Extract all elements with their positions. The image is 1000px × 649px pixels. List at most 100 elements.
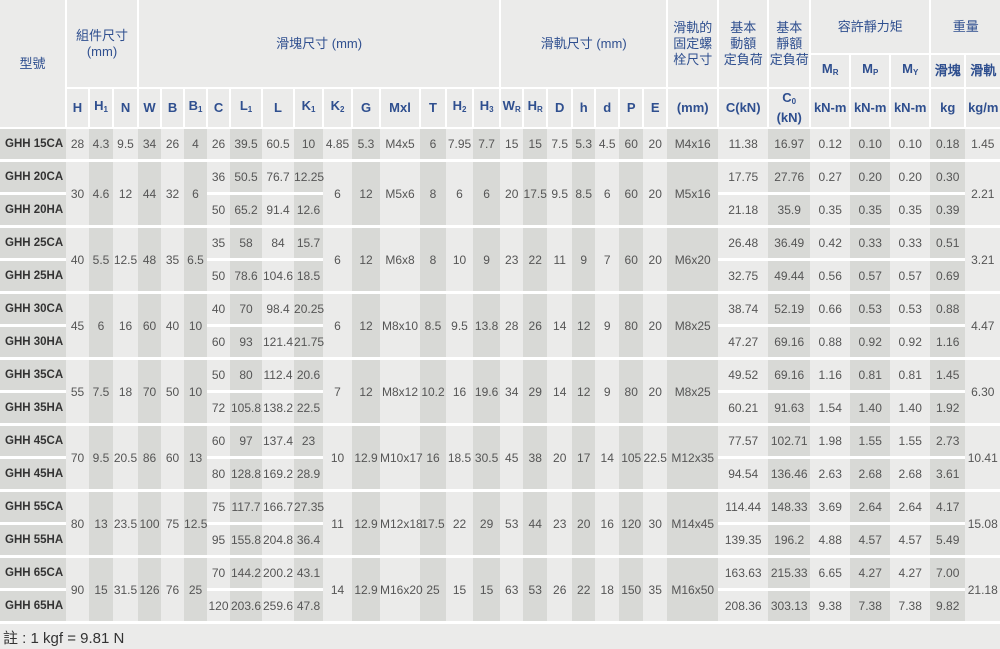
cell-value: 76.7 [262, 160, 295, 195]
cell-value: 20 [643, 226, 668, 294]
column-header: C0 (kN) [768, 88, 812, 129]
cell-value: 0.30 [930, 160, 966, 195]
cell-value: 50.5 [230, 160, 263, 195]
cell-value: 15 [89, 556, 113, 624]
label-text: E [650, 100, 660, 115]
cell-value: 3.21 [965, 226, 1000, 294]
column-header: L [262, 88, 296, 129]
cell-value: 0.81 [890, 358, 931, 393]
cell-value: 20 [572, 490, 596, 558]
label-text: W [502, 98, 515, 113]
cell-value: 10 [184, 292, 208, 360]
label-text: P [626, 100, 636, 115]
cell-value: 9.82 [930, 589, 966, 624]
cell-value: 7.95 [446, 128, 474, 162]
table-row: GHH 55HA 95 155.8 204.8 36.4 139.35 196.2 4.88 4… [0, 523, 1000, 558]
column-header: (mm) [667, 88, 720, 129]
cell-value: 7.5 [547, 128, 573, 162]
cell-value: 4.57 [890, 523, 931, 558]
model-name: GHH 20HA [0, 193, 66, 228]
cell-value: 40 [66, 226, 89, 294]
label-text: B [188, 98, 198, 113]
column-header: P [619, 88, 645, 129]
cell-value: M10x17 [380, 424, 423, 492]
cell-value: 3.61 [930, 457, 966, 492]
cell-value: 29 [473, 490, 501, 558]
cell-value: 4.27 [850, 556, 891, 591]
cell-value: 4 [184, 128, 208, 162]
cell-value: 1.55 [890, 424, 931, 459]
model-name: GHH 65CA [0, 556, 66, 591]
cell-value: 150 [619, 556, 644, 624]
cell-value: 40 [161, 292, 185, 360]
cell-value: M4x5 [380, 128, 421, 162]
cell-value: 49.52 [718, 358, 769, 393]
cell-value: M5x16 [667, 160, 719, 228]
cell-value: 22.5 [294, 391, 324, 426]
label-text: W [143, 100, 156, 115]
cell-value: 5.49 [930, 523, 966, 558]
label-text: Mxl [389, 100, 411, 115]
cell-value: 6 [323, 226, 353, 294]
cell-value: 12.5 [113, 226, 139, 294]
cell-value: 4.85 [323, 128, 353, 162]
cell-value: 0.66 [810, 292, 851, 327]
column-header: B1 [184, 88, 209, 129]
cell-value: 0.92 [890, 325, 931, 360]
cell-value: 0.33 [890, 226, 931, 261]
cell-value: 15 [500, 128, 524, 162]
label-text: C [213, 100, 224, 115]
label-text: H [479, 98, 490, 113]
cell-value: 16 [420, 424, 447, 492]
cell-value: 2.21 [965, 160, 1000, 228]
cell-value: M8x10 [380, 292, 421, 360]
cell-value: 60 [138, 292, 162, 360]
cell-value: 20 [643, 160, 668, 228]
model-name: GHH 45HA [0, 457, 66, 492]
cell-value: 1.92 [930, 391, 966, 426]
cell-value: 203.6 [230, 589, 263, 624]
label-text: kN-m [853, 100, 887, 115]
column-header: L1 [230, 88, 264, 129]
cell-value: 0.33 [850, 226, 891, 261]
cell-value: 20.25 [294, 292, 324, 327]
spec-table: 型號 組件尺寸 (mm) 滑塊尺寸 (mm) 滑軌尺寸 (mm) 滑軌的 固定螺… [0, 0, 1000, 624]
cell-value: 0.42 [810, 226, 851, 261]
cell-value: 0.53 [850, 292, 891, 327]
cell-value: 38.74 [718, 292, 769, 327]
label-text: C(kN) [725, 100, 761, 115]
label-text: 滑塊 [934, 63, 961, 78]
label-subscript: 1 [310, 105, 316, 114]
column-header: h [572, 88, 597, 129]
cell-value: 100 [138, 490, 162, 558]
cell-value: 9.5 [113, 128, 139, 162]
cell-value: 47.8 [294, 589, 324, 624]
cell-value: 0.57 [850, 259, 891, 294]
column-header: H [66, 88, 90, 129]
cell-value: 4.6 [89, 160, 113, 228]
label-text: (mm) [676, 100, 709, 115]
cell-value: 84 [262, 226, 295, 261]
cell-value: 0.12 [810, 128, 851, 162]
cell-value: 6 [473, 160, 501, 228]
cell-value: 55 [66, 358, 89, 426]
cell-value: 4.88 [810, 523, 851, 558]
cell-value: 22 [572, 556, 596, 624]
label-text: H [72, 100, 83, 115]
table-row: GHH 30HA 60 93 121.4 21.75 47.27 69.16 0.88 0.92… [0, 325, 1000, 360]
label-text: L [239, 98, 248, 113]
label-text: kN-m [893, 100, 927, 115]
cell-value: 0.18 [930, 128, 966, 162]
cell-value: 121.4 [262, 325, 295, 360]
cell-value: M6x20 [667, 226, 719, 294]
cell-value: 12 [572, 358, 596, 426]
cell-value: 10.41 [965, 424, 1000, 492]
cell-value: 12 [572, 292, 596, 360]
cell-value: 303.13 [768, 589, 811, 624]
cell-value: 80 [619, 292, 644, 360]
subheader-4: 滑軌 [965, 54, 1000, 89]
label-subscript: R [832, 68, 839, 77]
cell-value: 0.88 [930, 292, 966, 327]
table-row: GHH 20HA 50 65.2 91.4 12.6 21.18 35.9 0.35 0.35 0… [0, 193, 1000, 228]
cell-value: 17.5 [523, 160, 548, 228]
